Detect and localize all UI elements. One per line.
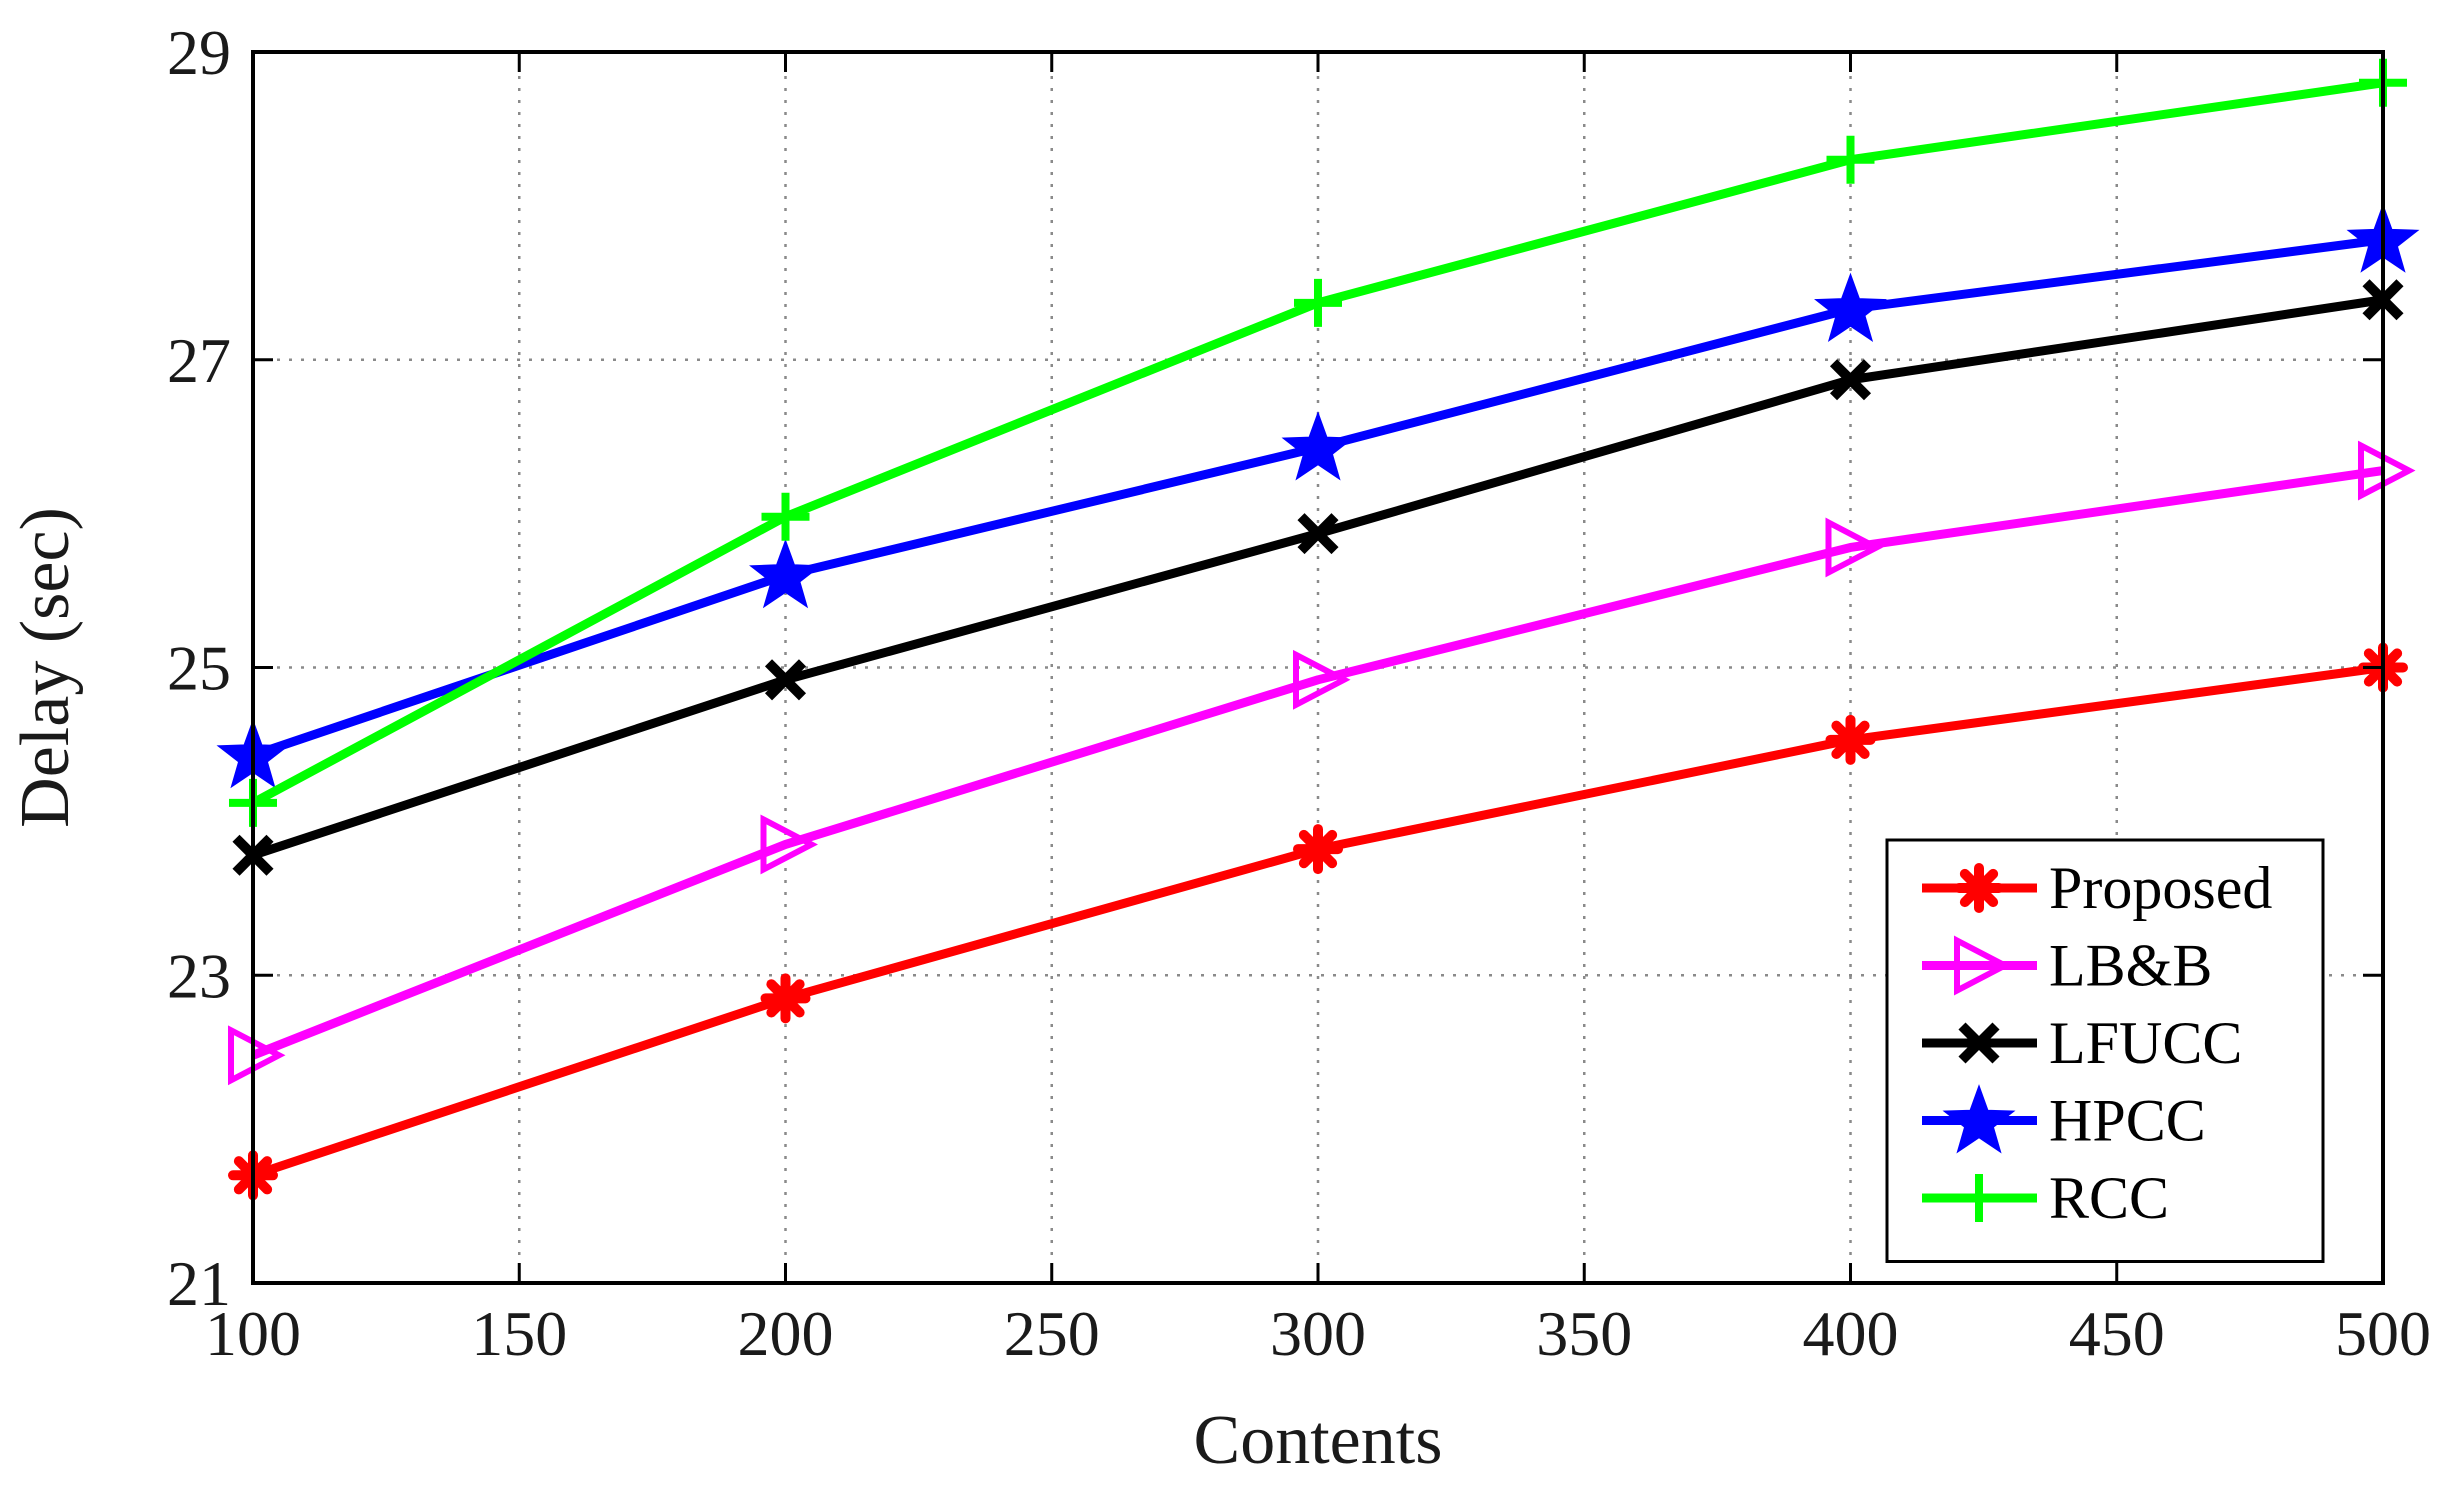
- x-axis-title: Contents: [1194, 1402, 1443, 1479]
- legend-entry: Proposed: [1922, 855, 2272, 921]
- x-tick-label: 350: [1536, 1298, 1632, 1369]
- data-point: [1814, 272, 1887, 343]
- y-tick-label: 23: [167, 940, 231, 1011]
- data-point: [1825, 517, 1883, 578]
- x-tick-label: 200: [738, 1298, 834, 1369]
- legend-label: LB&B: [2049, 933, 2212, 999]
- legend-box: [1885, 838, 2325, 1263]
- data-point: [764, 659, 807, 701]
- x-tick-label: 250: [1004, 1298, 1100, 1369]
- data-point: [760, 814, 818, 875]
- data-point: [1294, 278, 1342, 327]
- legend-label: HPCC: [2049, 1088, 2206, 1154]
- legend-marker: [1942, 1084, 2016, 1154]
- x-tick-label: 300: [1270, 1298, 1366, 1369]
- data-point: [1281, 411, 1355, 481]
- legend-marker: [1954, 863, 2004, 913]
- legend: Proposed LB&B LFUCC HPCC RCC: [1885, 838, 2325, 1263]
- legend-marker: [1958, 1022, 2000, 1064]
- y-tick-label: 27: [167, 325, 231, 396]
- x-tick-label: 500: [2335, 1298, 2431, 1369]
- data-point: [761, 492, 810, 541]
- data-point: [760, 973, 811, 1024]
- series-line: [251, 466, 2384, 1060]
- data-point: [1825, 714, 1876, 765]
- legend-marker: [1954, 935, 2012, 996]
- legend-entry: LFUCC: [1922, 1010, 2242, 1076]
- y-tick-label: 21: [167, 1248, 231, 1319]
- y-tick-label: 25: [167, 633, 231, 704]
- y-tick-label: 29: [167, 17, 231, 88]
- legend-entry: HPCC: [1922, 1084, 2206, 1154]
- legend-entry: RCC: [1922, 1165, 2169, 1231]
- x-tick-label: 150: [471, 1298, 567, 1369]
- legend-marker: [1955, 1174, 2003, 1222]
- data-point: [749, 538, 822, 609]
- x-tick-label: 400: [1803, 1298, 1899, 1369]
- data-point: [1293, 649, 1351, 710]
- x-tick-label: 450: [2069, 1298, 2165, 1369]
- data-point: [1293, 824, 1343, 875]
- grid-lines: [253, 52, 2383, 1283]
- axis-ticks: 100 150 200 250 300 350 400 450 500 21 23 25 27 29: [167, 17, 2431, 1369]
- data-point: [1829, 359, 1872, 401]
- data-point: [1826, 135, 1875, 184]
- legend-label: RCC: [2049, 1165, 2169, 1231]
- legend-label: Proposed: [2049, 855, 2272, 921]
- data-point: [1297, 513, 1339, 555]
- series-line: [251, 295, 2384, 860]
- legend-label: LFUCC: [2049, 1010, 2242, 1076]
- legend-entry: LB&B: [1922, 933, 2212, 999]
- y-axis-title: Delay (sec): [7, 507, 84, 828]
- x-tick-label: 100: [205, 1298, 301, 1369]
- series-2: [232, 279, 2404, 876]
